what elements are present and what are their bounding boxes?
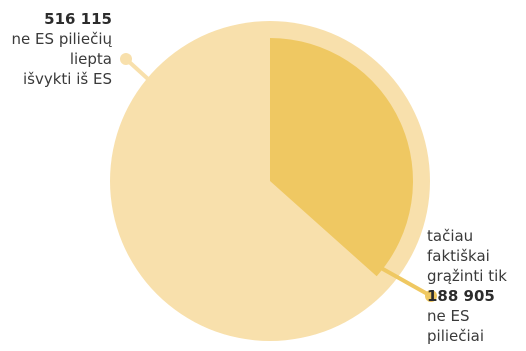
label-returned-number: 188 905: [427, 287, 495, 305]
label-total: 516 115 ne ES piliečių liepta išvykti iš…: [10, 9, 112, 89]
label-total-number: 516 115: [44, 10, 112, 28]
leader-line-returned: [376, 264, 432, 298]
label-returned-post: ne ES piliečiai: [427, 307, 485, 345]
leader-dot-returned: [425, 290, 437, 302]
label-total-text: ne ES piliečių liepta išvykti iš ES: [11, 30, 112, 88]
label-returned-pre: tačiau faktiškai grąžinti tik: [427, 227, 507, 285]
leader-dot-total: [120, 53, 132, 65]
label-returned: tačiau faktiškai grąžinti tik 188 905 ne…: [427, 226, 523, 346]
pie-slice-returned: [270, 38, 413, 277]
